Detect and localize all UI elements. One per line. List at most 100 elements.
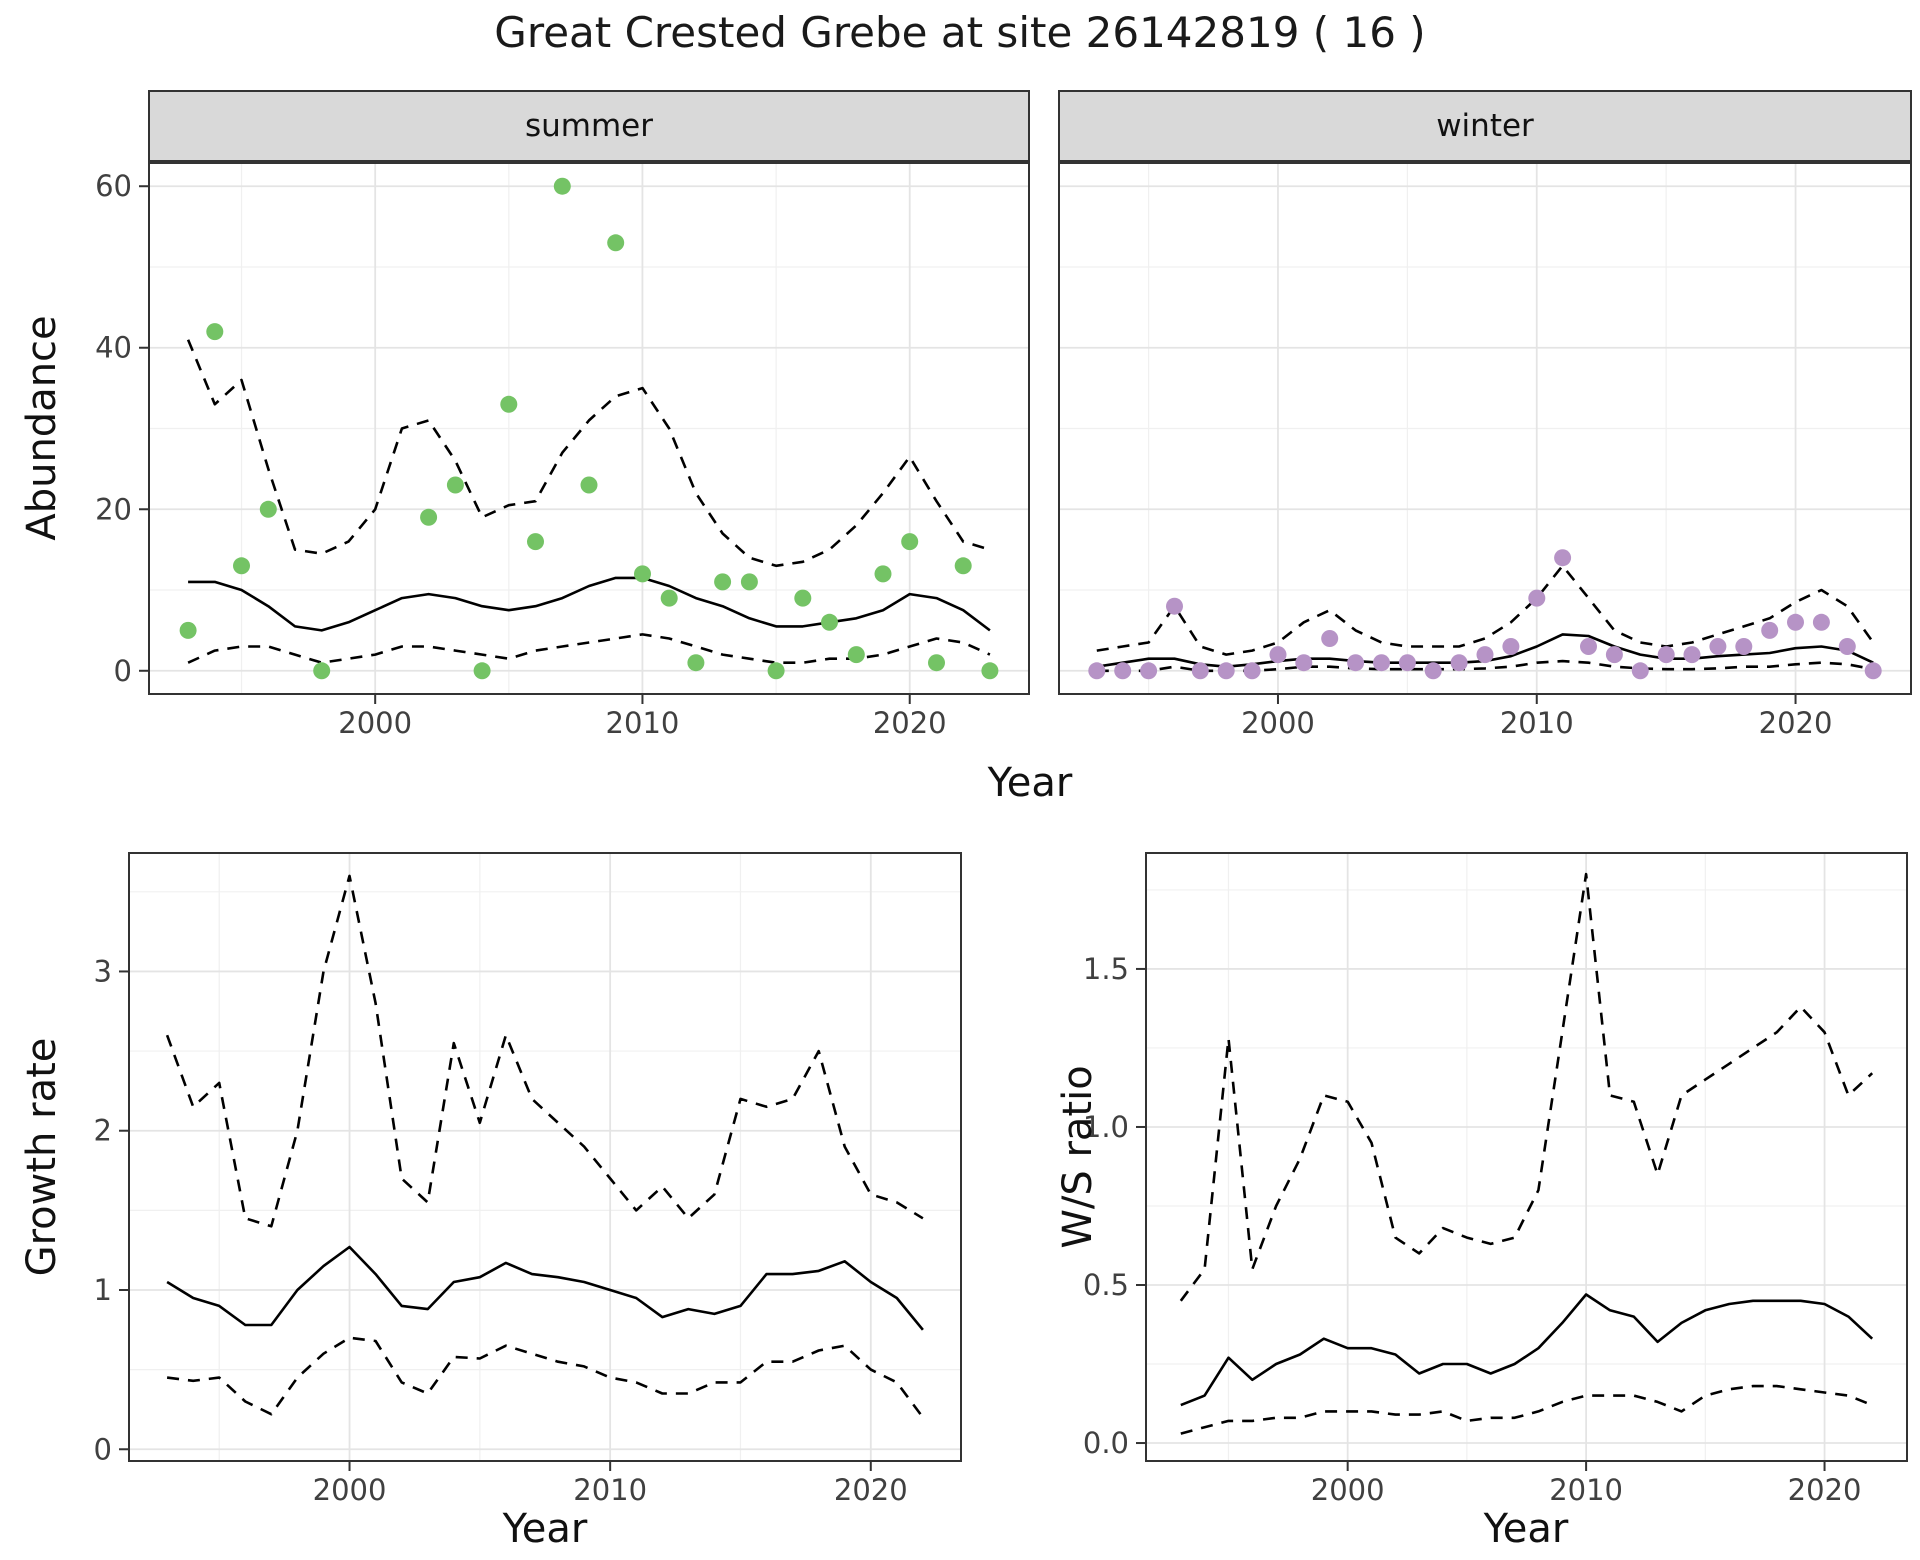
summer-abundance-observation-point — [259, 500, 277, 518]
summer-abundance-observation-point — [794, 589, 812, 607]
summer-abundance-observation-point — [981, 662, 999, 680]
summer-abundance-observation-point — [767, 662, 785, 680]
panel-border — [1145, 852, 1908, 1462]
winter-abundance-observation-point — [1864, 662, 1882, 680]
y-tick-label: 0 — [114, 654, 132, 688]
summer-abundance-observation-point — [740, 573, 758, 591]
winter-abundance-observation-point — [1088, 662, 1106, 680]
winter-abundance-observation-point — [1295, 654, 1313, 672]
winter-abundance-observation-point — [1502, 638, 1520, 655]
winter-abundance-observation-point — [1554, 549, 1572, 567]
x-tick-label: 2020 — [1788, 1473, 1862, 1507]
summer-abundance-observation-point — [473, 662, 491, 680]
winter-abundance-observation-point — [1709, 638, 1727, 655]
summer-abundance-observation-point — [821, 613, 838, 631]
facet-strip-winter: winter — [1058, 90, 1912, 162]
winter-abundance-observation-point — [1373, 654, 1390, 672]
winter-abundance-observation-point — [1657, 646, 1675, 664]
winter-abundance-observation-point — [1812, 613, 1830, 631]
growth-rate-lower-ci-line — [166, 1336, 924, 1419]
summer-abundance-observation-point — [179, 621, 197, 639]
winter-abundance-observation-point — [1114, 662, 1132, 680]
winter-abundance-observation-point — [1631, 662, 1649, 680]
panel-border — [1058, 162, 1912, 695]
x-tick-label: 2010 — [606, 706, 680, 740]
summer-abundance-observation-point — [313, 662, 331, 680]
summer-abundance-observation-point — [553, 177, 571, 195]
x-tick-label: 2000 — [313, 1473, 387, 1507]
chart-title: Great Crested Grebe at site 26142819 ( 1… — [494, 8, 1426, 57]
winter-abundance-observation-point — [1217, 662, 1235, 680]
winter-abundance-observation-point — [1605, 646, 1623, 664]
summer-abundance-observation-point — [954, 557, 972, 575]
y-tick-label: 3 — [94, 954, 112, 988]
summer-abundance-observation-point — [446, 476, 464, 494]
summer-abundance-upper-ci-line — [186, 339, 991, 568]
ws-ratio-upper-ci-line — [1179, 872, 1874, 1302]
facet-strip-summer: summer — [148, 90, 1030, 162]
abundance-axis-label: Abundance — [19, 315, 65, 541]
y-tick-label: 0.0 — [1083, 1426, 1129, 1460]
y-tick-label: 0.5 — [1083, 1268, 1129, 1302]
summer-abundance-observation-point — [233, 557, 250, 575]
x-tick-label: 2010 — [1500, 706, 1574, 740]
winter-abundance-observation-point — [1528, 589, 1546, 607]
growth-rate-plot: 2000 2010 2020 0 1 2 3 — [94, 852, 962, 1507]
winter-abundance-observation-point — [1140, 662, 1158, 680]
summer-abundance-observation-point — [660, 589, 678, 607]
panel-border — [128, 852, 962, 1462]
panel-border — [148, 162, 1030, 695]
summer-abundance-observation-point — [874, 565, 892, 583]
winter-abundance-upper-ci-line — [1096, 564, 1875, 656]
year-axis-label-bottom-right: Year — [1483, 1506, 1569, 1552]
x-tick-label: 2000 — [1311, 1473, 1385, 1507]
panel-background — [128, 852, 962, 1462]
summer-abundance-observation-point — [847, 646, 865, 664]
y-tick-label: 60 — [95, 169, 132, 203]
winter-abundance-observation-point — [1347, 654, 1365, 672]
y-tick-label: 1.0 — [1083, 1110, 1129, 1144]
y-tick-label: 20 — [95, 492, 132, 526]
x-tick-label: 2000 — [1241, 706, 1315, 740]
ws-ratio-plot: 2000 2010 2020 0.0 0.5 1.0 1.5 — [1083, 852, 1908, 1507]
x-tick-label: 2020 — [873, 706, 947, 740]
growth-rate-upper-ci-line — [165, 874, 924, 1228]
ws-ratio-lower-ci-line — [1180, 1384, 1873, 1435]
winter-abundance-observation-point — [1735, 638, 1753, 655]
summer-abundance-observation-point — [634, 565, 651, 583]
summer-abundance-observation-point — [420, 508, 438, 526]
summer-abundance-observation-point — [901, 533, 919, 551]
summer-abundance-observation-point — [714, 573, 732, 591]
growth-rate-axis-label: Growth rate — [19, 1037, 65, 1277]
y-tick-label: 2 — [94, 1114, 112, 1148]
x-tick-label: 2010 — [1549, 1473, 1623, 1507]
winter-abundance-observation-point — [1476, 646, 1494, 664]
y-tick-label: 0 — [94, 1432, 112, 1466]
summer-abundance-observation-point — [206, 323, 224, 341]
summer-abundance-observation-point — [500, 395, 518, 413]
winter-abundance-observation-point — [1450, 654, 1468, 672]
winter-abundance-observation-point — [1398, 654, 1416, 672]
summer-abundance-plot: 2000 2010 2020 0 20 40 60 — [95, 162, 1030, 740]
winter-abundance-observation-point — [1683, 646, 1701, 664]
winter-abundance-observation-point — [1838, 638, 1856, 655]
summer-abundance-observation-point — [527, 533, 544, 551]
year-axis-label-bottom-left: Year — [502, 1506, 588, 1552]
summer-abundance-fit-line — [188, 576, 991, 632]
summer-abundance-observation-point — [607, 234, 625, 252]
winter-abundance-plot: 2000 2010 2020 — [1058, 162, 1912, 740]
winter-abundance-observation-point — [1761, 621, 1779, 639]
ws-ratio-axis-label: W/S ratio — [1055, 1065, 1101, 1249]
y-tick-label: 1.5 — [1083, 952, 1129, 986]
ws-ratio-fit-line — [1180, 1293, 1874, 1407]
summer-abundance-observation-point — [687, 654, 705, 672]
summer-abundance-observation-point — [580, 476, 598, 494]
winter-abundance-observation-point — [1424, 662, 1442, 680]
winter-abundance-observation-point — [1243, 662, 1261, 680]
summer-abundance-observation-point — [928, 654, 945, 672]
x-tick-label: 2000 — [338, 706, 412, 740]
x-tick-label: 2010 — [573, 1473, 647, 1507]
y-tick-label: 1 — [94, 1273, 112, 1307]
y-tick-label: 40 — [95, 331, 132, 365]
